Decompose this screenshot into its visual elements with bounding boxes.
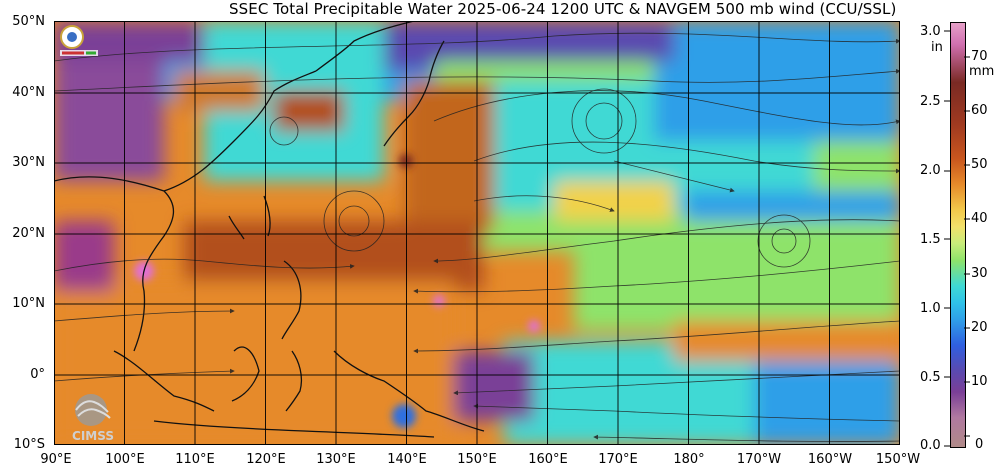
mm-tick-40: 40 — [971, 211, 988, 226]
tpw-map — [54, 21, 900, 445]
lat-label-30n: 30°N — [12, 155, 45, 170]
inch-tick-2-0: 2.0 — [920, 163, 941, 178]
ssec-logo — [58, 23, 102, 57]
lat-label-0: 0° — [30, 367, 45, 382]
lon-label-150e: 150°E — [457, 452, 497, 467]
inch-unit: in — [931, 40, 943, 55]
lat-label-20n: 20°N — [12, 226, 45, 241]
lat-label-10s: 10°S — [13, 437, 45, 452]
lon-label-160e: 160°E — [528, 452, 568, 467]
lon-label-180: 180° — [673, 452, 705, 467]
inch-tick-2-5: 2.5 — [920, 94, 941, 109]
lon-label-100e: 100°E — [105, 452, 145, 467]
mm-tick-60: 60 — [971, 103, 988, 118]
lat-label-40n: 40°N — [12, 85, 45, 100]
mm-tick-20: 20 — [971, 320, 988, 335]
mm-unit: mm — [969, 64, 995, 79]
colorbar-ticks — [944, 30, 970, 447]
inch-tick-3-0: 3.0 — [920, 24, 941, 39]
lon-label-170w: 170°W — [736, 452, 782, 467]
graticule — [54, 21, 900, 445]
lon-label-140e: 140°E — [387, 452, 427, 467]
inch-tick-1-0: 1.0 — [920, 301, 941, 316]
lon-label-170e: 170°E — [598, 452, 638, 467]
mm-tick-70: 70 — [971, 49, 988, 64]
mm-tick-30: 30 — [971, 266, 988, 281]
lat-label-10n: 10°N — [12, 296, 45, 311]
inch-tick-0-5: 0.5 — [920, 370, 941, 385]
mm-tick-50: 50 — [971, 157, 988, 172]
mm-tick-0: 0 — [975, 437, 984, 452]
lon-label-110e: 110°E — [175, 452, 215, 467]
colorbar — [950, 22, 966, 448]
inch-tick-1-5: 1.5 — [920, 232, 941, 247]
lon-label-120e: 120°E — [246, 452, 286, 467]
lon-label-90e: 90°E — [40, 452, 72, 467]
lon-label-150w: 150°W — [875, 452, 921, 467]
inch-tick-0-0: 0.0 — [920, 438, 941, 453]
lat-label-50n: 50°N — [12, 14, 45, 29]
lon-label-160w: 160°W — [807, 452, 853, 467]
lon-label-130e: 130°E — [316, 452, 356, 467]
cimss-logo: CIMSS — [58, 388, 128, 444]
chart-title: SSEC Total Precipitable Water 2025-06-24… — [229, 0, 897, 18]
mm-tick-10: 10 — [971, 374, 988, 389]
svg-text:CIMSS: CIMSS — [72, 429, 114, 443]
